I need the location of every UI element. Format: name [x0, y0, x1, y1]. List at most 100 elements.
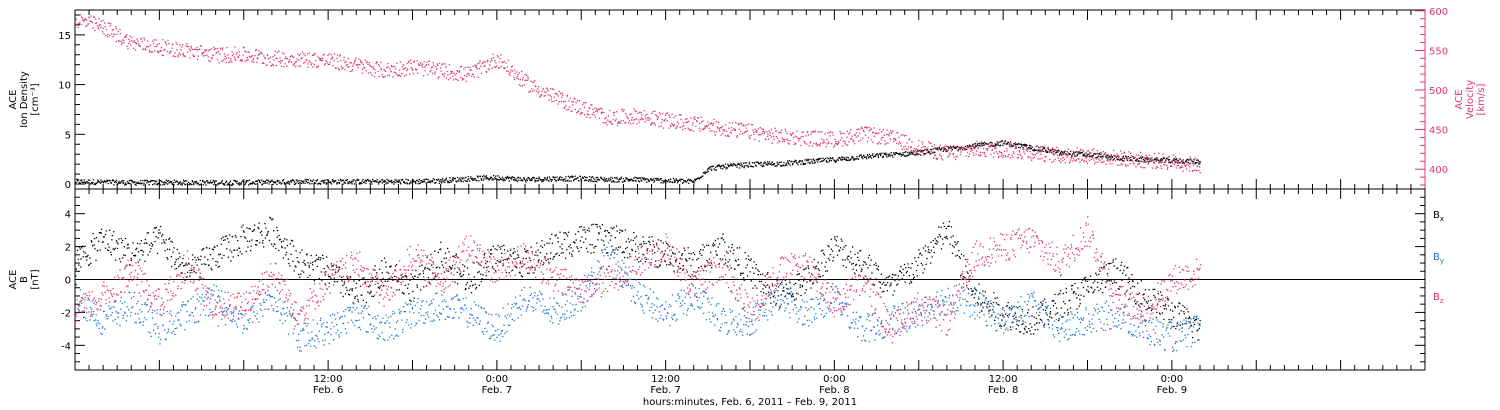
bx-point	[280, 241, 283, 243]
velocity-point	[596, 111, 599, 113]
velocity-point	[866, 127, 868, 129]
ion-density-point	[431, 180, 434, 182]
bx-point	[375, 276, 377, 278]
ion-density-point	[311, 183, 313, 185]
velocity-point	[1171, 162, 1174, 164]
ion-density-point	[746, 164, 749, 167]
bx-point	[361, 294, 363, 296]
ion-density-point	[995, 144, 997, 147]
bx-point	[586, 229, 589, 231]
velocity-point	[654, 124, 656, 126]
bx-point	[91, 241, 93, 243]
bx-point	[426, 256, 428, 258]
ion-density-point	[398, 181, 400, 183]
velocity-point	[430, 69, 432, 71]
bx-point	[242, 224, 244, 226]
velocity-point	[841, 132, 843, 134]
velocity-point	[800, 144, 802, 147]
velocity-point	[727, 134, 729, 136]
ion-density-point	[1072, 153, 1074, 155]
ion-density-point	[326, 179, 328, 181]
ion-density-point	[592, 176, 594, 178]
bx-point	[198, 279, 200, 281]
velocity-point	[378, 65, 381, 67]
velocity-point	[1103, 160, 1105, 163]
velocity-point	[1007, 155, 1009, 158]
bx-point	[440, 248, 442, 250]
bx-point	[358, 279, 361, 281]
velocity-point	[651, 121, 653, 124]
bx-point	[605, 229, 607, 232]
velocity-point	[307, 66, 309, 68]
ion-density-point	[402, 181, 405, 183]
velocity-point	[598, 108, 601, 111]
ion-density-point	[311, 180, 314, 182]
ion-density-point	[773, 163, 776, 165]
bx-point	[571, 253, 573, 255]
ion-density-point	[1073, 153, 1075, 155]
bx-point	[299, 276, 301, 278]
velocity-point	[613, 111, 616, 114]
ion-density-point	[693, 180, 695, 182]
velocity-point	[472, 73, 474, 76]
ion-density-point	[564, 180, 567, 182]
ion-density-point	[539, 179, 542, 181]
ion-density-point	[840, 159, 842, 161]
ion-density-point	[357, 179, 359, 181]
bx-point	[304, 263, 306, 265]
ion-density-point	[508, 176, 511, 179]
velocity-point	[484, 61, 486, 63]
ion-density-point	[310, 180, 312, 182]
ion-density-point	[591, 176, 593, 178]
bx-point	[313, 280, 315, 282]
ion-density-point	[288, 181, 290, 183]
velocity-point	[993, 152, 995, 154]
velocity-point	[547, 94, 549, 96]
velocity-point	[112, 36, 114, 38]
ion-density-point	[805, 163, 807, 165]
ion-density-point	[320, 180, 322, 182]
velocity-point	[158, 51, 160, 53]
ion-density-point	[704, 173, 706, 175]
velocity-point	[266, 54, 269, 56]
bx-point	[392, 279, 394, 281]
bx-point	[189, 275, 191, 277]
velocity-point	[686, 118, 688, 120]
bx-point	[376, 272, 378, 274]
ion-density-point	[95, 182, 97, 184]
ion-density-point	[1140, 158, 1142, 160]
ion-density-point	[454, 177, 457, 180]
bx-point	[164, 250, 166, 252]
bx-point	[311, 264, 314, 266]
ion-density-point	[411, 178, 414, 181]
bx-point	[502, 264, 504, 267]
ion-density-point	[811, 162, 814, 164]
ion-density-point	[840, 158, 842, 160]
ion-density-point	[664, 180, 666, 182]
ion-density-point	[625, 177, 627, 179]
velocity-point	[887, 142, 889, 144]
ion-density-point	[917, 150, 919, 152]
velocity-point	[362, 63, 364, 65]
ion-density-point	[417, 183, 419, 185]
velocity-point	[588, 114, 590, 116]
velocity-point	[745, 131, 747, 133]
ion-density-point	[227, 183, 229, 185]
ion-density-point	[769, 163, 772, 165]
ion-density-point	[707, 170, 709, 173]
bx-point	[404, 284, 406, 287]
ion-density-point	[574, 175, 576, 177]
ion-density-point	[696, 178, 698, 180]
ion-density-point	[1108, 155, 1110, 157]
velocity-point	[357, 63, 359, 66]
ion-density-point	[1065, 153, 1067, 155]
ion-density-point	[331, 183, 333, 185]
velocity-point	[720, 134, 722, 136]
bx-point	[216, 245, 218, 247]
ion-density-point	[715, 166, 717, 168]
bx-point	[81, 247, 83, 249]
ion-density-point	[983, 144, 985, 146]
velocity-point	[324, 64, 326, 66]
velocity-point	[109, 25, 111, 27]
velocity-point	[130, 44, 132, 46]
